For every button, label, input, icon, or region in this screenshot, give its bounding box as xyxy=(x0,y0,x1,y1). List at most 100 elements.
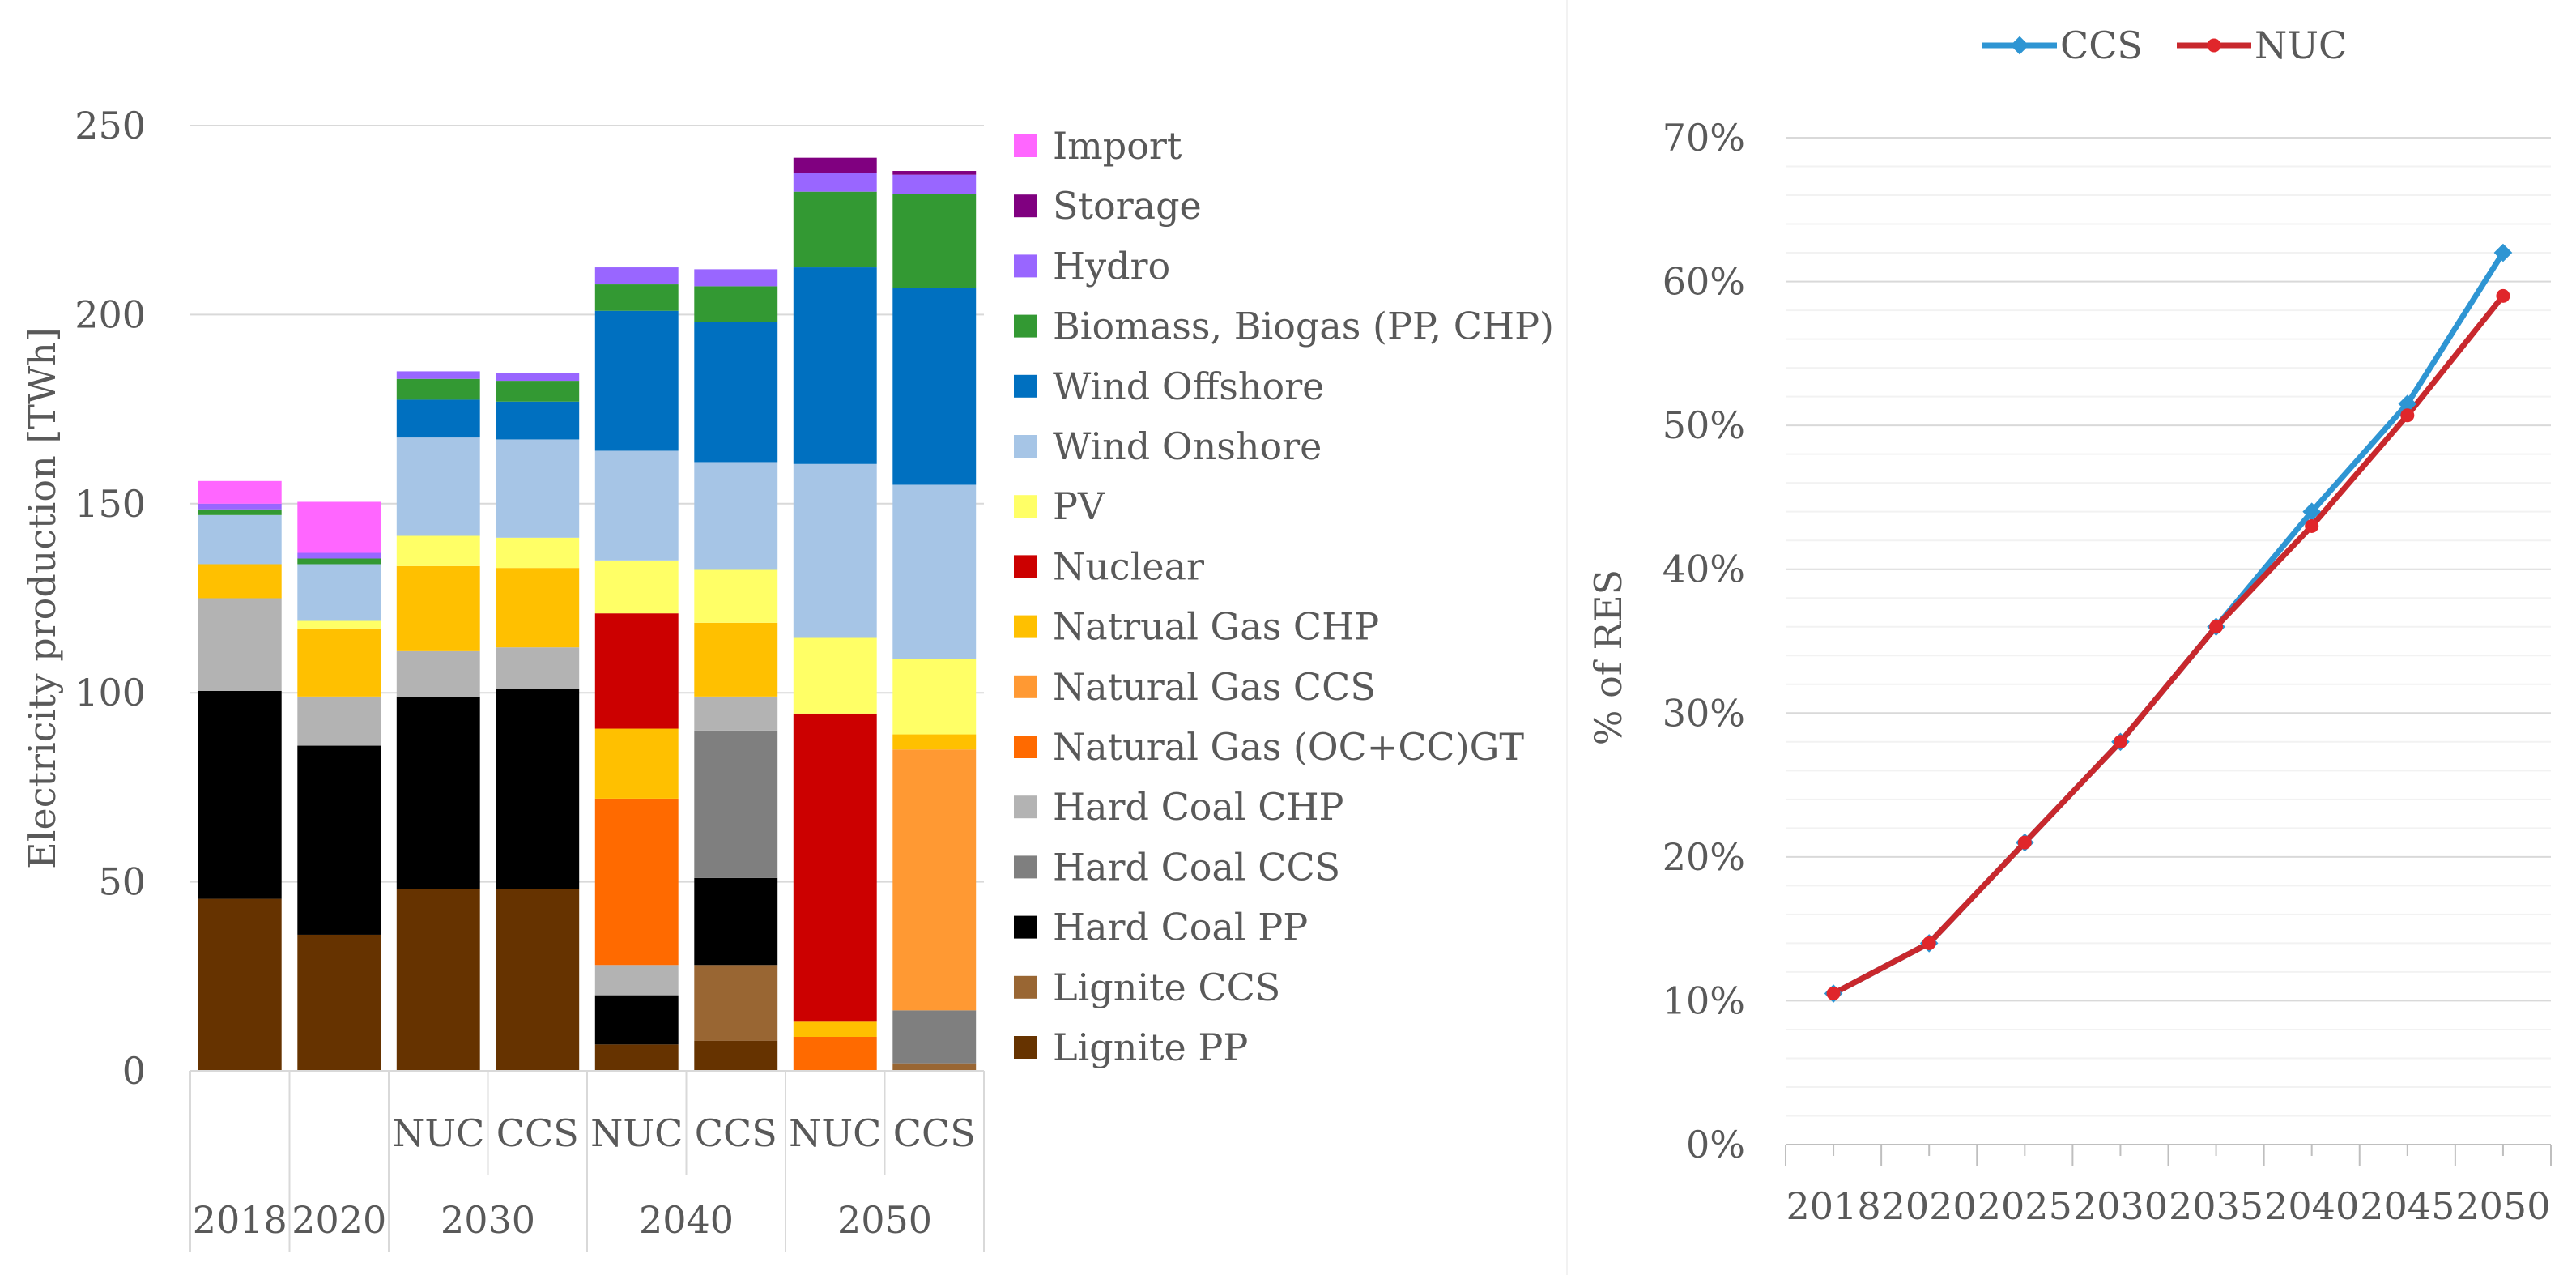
legend-swatch-wind-onshore xyxy=(1014,435,1037,458)
y-tick-label: 60% xyxy=(1663,260,1745,304)
legend-label-hydro: Hydro xyxy=(1053,244,1170,288)
y-tick-label: 200 xyxy=(75,292,146,336)
bar-segment-natrual-gas-chp xyxy=(496,568,580,648)
bar-segment-biomass-biogas-pp-chp xyxy=(297,558,381,565)
bar-segment-import xyxy=(198,480,282,504)
legend-label-ccs: CCS xyxy=(2060,23,2143,67)
bar-segment-natrual-gas-chp xyxy=(594,728,679,799)
bar-segment-natural-gas-oc-cc-gt xyxy=(793,1036,877,1071)
bar-segment-natural-gas-ccs xyxy=(892,749,977,1011)
y-axis-title: Electricity production [TWh] xyxy=(20,327,64,869)
stacked-bar-chart: 0 50 100 150 200 250 Electricity production [T… xyxy=(20,104,1554,1252)
x-tick-label: 2045 xyxy=(2360,1184,2455,1228)
bar-segment-wind-onshore xyxy=(297,564,381,621)
bar-segment-biomass-biogas-pp-chp xyxy=(496,381,580,402)
x-group-label: 2030 xyxy=(441,1198,535,1242)
bar-segment-hydro xyxy=(496,373,580,382)
bar-segment-wind-offshore xyxy=(892,288,977,485)
bar-segment-natrual-gas-chp xyxy=(694,622,778,697)
bar-segment-import xyxy=(297,501,381,553)
series-line-ccs xyxy=(1832,251,2506,996)
bar-segment-hard-coal-pp xyxy=(694,877,778,966)
legend-swatch-lignite-pp xyxy=(1014,1036,1037,1059)
x-sub-label: CCS xyxy=(695,1111,777,1155)
bar-segment-wind-onshore xyxy=(694,462,778,570)
point-nuc xyxy=(2305,518,2319,533)
x-tick-label: 2025 xyxy=(1978,1184,2072,1228)
bar-segment-lignite-ccs xyxy=(694,965,778,1041)
legend-label-hard-coal-ccs: Hard Coal CCS xyxy=(1053,845,1340,889)
y-tick-label: 20% xyxy=(1663,835,1745,879)
x-sub-label: NUC xyxy=(392,1111,484,1155)
legend-swatch-natural-gas-oc-cc-gt xyxy=(1014,736,1037,758)
y-tick-label: 0 xyxy=(122,1049,146,1093)
x-group-label: 2050 xyxy=(837,1198,932,1242)
bar-segment-wind-onshore xyxy=(396,437,480,536)
legend-swatch-natrual-gas-chp xyxy=(1014,615,1037,638)
bar-segment-hard-coal-chp xyxy=(594,965,679,996)
y-tick-label: 0% xyxy=(1686,1123,1745,1166)
bar-segment-wind-onshore xyxy=(892,484,977,659)
point-nuc xyxy=(2400,408,2415,423)
legend-swatch-wind-offshore xyxy=(1014,374,1037,398)
x-tick-label: 2020 xyxy=(1882,1184,1977,1228)
legend-label-nuc: NUC xyxy=(2255,23,2347,67)
bar-segment-wind-onshore xyxy=(496,439,580,538)
x-tick-label: 2018 xyxy=(1786,1184,1881,1228)
x-tick-label: 2030 xyxy=(2073,1184,2168,1228)
bar-segment-pv xyxy=(297,620,381,629)
bar-segment-biomass-biogas-pp-chp xyxy=(198,509,282,515)
bar-segment-hard-coal-chp xyxy=(297,696,381,746)
x-sub-label: NUC xyxy=(590,1111,683,1155)
legend-label-lignite-pp: Lignite PP xyxy=(1053,1026,1248,1069)
legend-swatch-nuclear xyxy=(1014,555,1037,578)
bar-segment-nuclear xyxy=(594,613,679,729)
legend-label-hard-coal-pp: Hard Coal PP xyxy=(1053,906,1308,949)
bar-segment-storage xyxy=(793,157,877,173)
x-sub-label: CCS xyxy=(893,1111,976,1155)
bar-segment-natrual-gas-chp xyxy=(892,734,977,750)
bar-segment-hard-coal-chp xyxy=(396,650,480,697)
bar-segment-storage xyxy=(892,171,977,175)
point-nuc xyxy=(2209,620,2224,634)
bar-segment-biomass-biogas-pp-chp xyxy=(396,378,480,400)
bar-segment-hydro xyxy=(694,269,778,287)
bar-segment-lignite-pp xyxy=(297,934,381,1071)
legend-label-biomass-biogas-pp-chp: Biomass, Biogas (PP, CHP) xyxy=(1053,305,1554,348)
legend-label-natrual-gas-chp: Natrual Gas CHP xyxy=(1053,605,1379,649)
legend-swatch-lignite-ccs xyxy=(1014,975,1037,999)
legend-label-wind-offshore: Wind Offshore xyxy=(1053,365,1324,408)
bar-segment-natrual-gas-chp xyxy=(198,564,282,599)
legend-label-nuclear: Nuclear xyxy=(1053,544,1204,588)
bar-segment-hydro xyxy=(198,503,282,510)
bar-segment-biomass-biogas-pp-chp xyxy=(793,191,877,268)
bar-segment-wind-offshore xyxy=(793,267,877,464)
legend-label-natural-gas-ccs: Natural Gas CCS xyxy=(1053,665,1376,709)
legend-swatch-hard-coal-pp xyxy=(1014,915,1037,939)
bar-segment-hard-coal-pp xyxy=(396,696,480,889)
point-ccs xyxy=(2302,502,2322,521)
legend-marker-ccs xyxy=(2010,36,2029,55)
legend-swatch-hard-coal-chp xyxy=(1014,795,1037,819)
x-group-label: 2018 xyxy=(193,1198,287,1242)
bar-segment-pv xyxy=(496,537,580,569)
bar-segment-wind-offshore xyxy=(594,310,679,451)
bar-segment-wind-onshore xyxy=(793,463,877,638)
bar-segment-hydro xyxy=(594,267,679,285)
bar-segment-biomass-biogas-pp-chp xyxy=(594,284,679,311)
bar-segment-natrual-gas-chp xyxy=(793,1021,877,1037)
bar-segment-wind-offshore xyxy=(496,401,580,440)
bar-segment-hard-coal-pp xyxy=(297,745,381,935)
bar-segment-natural-gas-oc-cc-gt xyxy=(594,798,679,966)
bar-segment-hard-coal-ccs xyxy=(892,1010,977,1064)
bar-segment-hard-coal-pp xyxy=(594,995,679,1045)
bar-segment-lignite-pp xyxy=(198,898,282,1071)
y-tick-label: 10% xyxy=(1663,979,1745,1022)
bar-segment-pv xyxy=(892,659,977,735)
x-group-label: 2020 xyxy=(292,1198,386,1242)
x-tick-label: 2035 xyxy=(2169,1184,2263,1228)
bar-segment-nuclear xyxy=(793,713,877,1022)
point-nuc xyxy=(2113,735,2127,749)
